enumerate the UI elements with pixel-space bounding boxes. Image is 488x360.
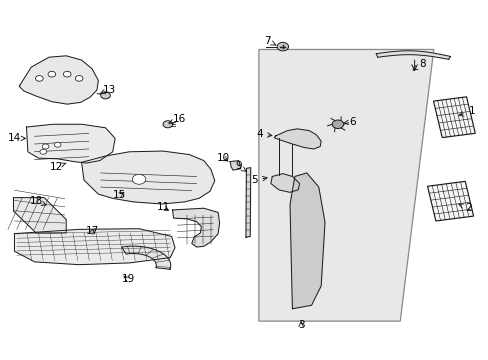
Text: 15: 15 (113, 190, 126, 200)
Polygon shape (26, 124, 115, 163)
Text: 7: 7 (263, 36, 275, 46)
Circle shape (75, 76, 83, 81)
Circle shape (277, 42, 288, 51)
Circle shape (40, 149, 46, 154)
Text: 4: 4 (256, 129, 271, 139)
Polygon shape (258, 49, 433, 321)
Circle shape (163, 121, 172, 128)
Text: 10: 10 (216, 153, 229, 163)
Polygon shape (19, 56, 98, 104)
Circle shape (42, 144, 49, 149)
Text: 5: 5 (250, 175, 266, 185)
Text: 3: 3 (297, 320, 304, 330)
Text: 1: 1 (458, 106, 474, 116)
Polygon shape (81, 151, 214, 204)
Polygon shape (289, 173, 325, 309)
Text: 14: 14 (8, 133, 25, 143)
Circle shape (36, 76, 43, 81)
Polygon shape (14, 198, 66, 233)
Text: 18: 18 (29, 196, 46, 206)
Circle shape (63, 71, 71, 77)
Polygon shape (274, 129, 321, 149)
Text: 19: 19 (122, 274, 135, 284)
Polygon shape (245, 168, 250, 237)
Circle shape (101, 92, 110, 99)
Text: 16: 16 (168, 114, 186, 124)
Text: 12: 12 (50, 162, 66, 172)
Text: 9: 9 (234, 161, 246, 172)
Circle shape (132, 174, 145, 184)
Text: 6: 6 (343, 117, 355, 127)
Circle shape (54, 142, 61, 147)
Text: 17: 17 (86, 226, 99, 236)
Circle shape (331, 120, 343, 129)
Polygon shape (376, 51, 449, 59)
Polygon shape (172, 208, 219, 247)
Polygon shape (433, 97, 474, 138)
Polygon shape (270, 174, 299, 192)
Polygon shape (15, 229, 175, 265)
Text: 8: 8 (412, 59, 425, 70)
Text: 13: 13 (100, 85, 116, 95)
Text: 2: 2 (458, 203, 471, 213)
Text: 11: 11 (156, 202, 169, 212)
Circle shape (48, 71, 56, 77)
Polygon shape (230, 161, 240, 170)
Polygon shape (122, 246, 170, 269)
Polygon shape (427, 181, 473, 221)
